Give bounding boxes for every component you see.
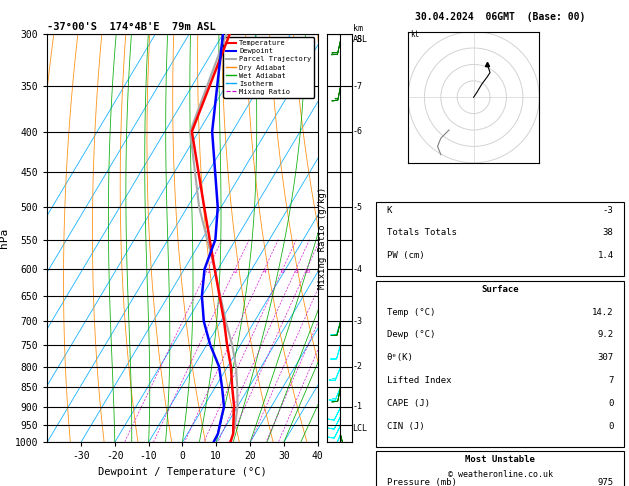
Text: -37°00'S  174°4B'E  79m ASL: -37°00'S 174°4B'E 79m ASL [47,22,216,32]
Text: kt: kt [409,30,419,38]
Legend: Temperature, Dewpoint, Parcel Trajectory, Dry Adiabat, Wet Adiabat, Isotherm, Mi: Temperature, Dewpoint, Parcel Trajectory… [223,37,314,98]
Text: 2: 2 [233,269,237,274]
Text: K: K [387,206,392,215]
Text: © weatheronline.co.uk: © weatheronline.co.uk [448,469,552,479]
Text: PW (cm): PW (cm) [387,251,424,260]
Text: 8: 8 [294,269,298,274]
Text: 0: 0 [608,422,613,431]
Text: Surface: Surface [481,285,519,294]
Text: -3: -3 [603,206,613,215]
Text: 10: 10 [303,269,311,274]
Text: Mixing Ratio (g/kg): Mixing Ratio (g/kg) [318,187,327,289]
Text: 1.4: 1.4 [598,251,613,260]
Text: -3: -3 [353,317,362,326]
Text: -4: -4 [353,264,362,274]
Text: -7: -7 [353,82,362,91]
Text: 4: 4 [263,269,267,274]
Text: 0: 0 [608,399,613,408]
Text: 307: 307 [598,353,613,363]
Y-axis label: hPa: hPa [0,228,9,248]
Text: CIN (J): CIN (J) [387,422,424,431]
Text: LCL: LCL [353,424,367,433]
Text: 14.2: 14.2 [592,308,613,317]
Text: ASL: ASL [353,35,367,44]
Text: -8: -8 [353,35,362,44]
X-axis label: Dewpoint / Temperature (°C): Dewpoint / Temperature (°C) [98,467,267,477]
Text: -6: -6 [353,127,362,136]
Bar [376,451,624,486]
Text: 975: 975 [598,478,613,486]
Bar [376,281,624,447]
Text: -1: -1 [353,402,362,411]
Bar [376,202,624,276]
Text: Temp (°C): Temp (°C) [387,308,435,317]
Text: Most Unstable: Most Unstable [465,455,535,465]
Text: 7: 7 [608,376,613,385]
Text: 30.04.2024  06GMT  (Base: 00): 30.04.2024 06GMT (Base: 00) [415,12,585,22]
Text: 1: 1 [206,269,209,274]
Text: Totals Totals: Totals Totals [387,228,457,238]
Text: θᵉ(K): θᵉ(K) [387,353,413,363]
Text: CAPE (J): CAPE (J) [387,399,430,408]
Text: Pressure (mb): Pressure (mb) [387,478,457,486]
Text: 6: 6 [281,269,284,274]
Text: Lifted Index: Lifted Index [387,376,451,385]
Text: km: km [353,24,362,33]
Text: 9.2: 9.2 [598,330,613,340]
Text: -2: -2 [353,362,362,371]
Text: -5: -5 [353,203,362,212]
Text: Dewp (°C): Dewp (°C) [387,330,435,340]
Text: 38: 38 [603,228,613,238]
